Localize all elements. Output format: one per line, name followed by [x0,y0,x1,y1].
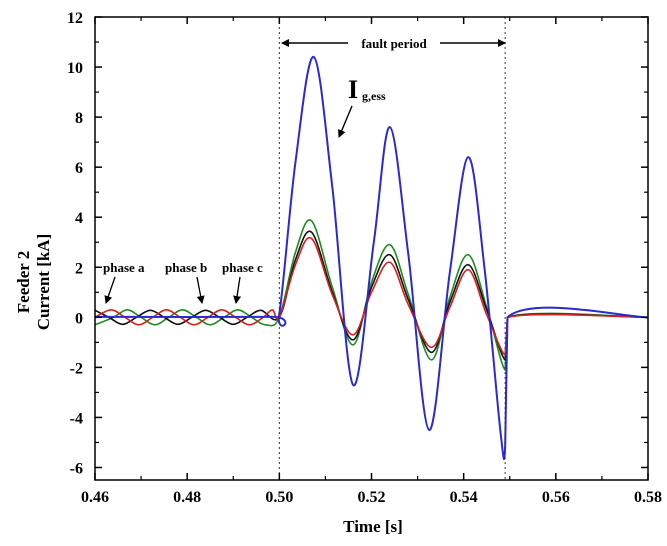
phase-a-arrow [104,276,116,304]
phase-b-label: phase b [165,260,207,275]
phase-c-label: phase c [222,260,263,275]
series-layer [94,56,649,461]
x-tick-label: 0.56 [542,489,570,506]
y-axis-ticks: -6 -4 -2 0 2 4 6 8 10 12 [67,10,648,477]
y-tick-label: 2 [75,260,83,277]
series-line-2 [94,230,649,361]
x-tick-label: 0.46 [81,489,109,506]
y-tick-label: -4 [70,410,83,427]
x-tick-label: 0.52 [358,489,386,506]
y-axis-title-line2: Current [kA] [34,234,53,330]
fault-boundary-lines [278,17,506,480]
y-tick-label: 8 [75,110,83,127]
y-tick-label: -2 [70,360,83,377]
y-axis-title-line1: Feeder 2 [14,251,33,313]
phase-annotations: phase a phase b phase c [103,260,263,304]
x-tick-label: 0.50 [265,489,293,506]
ig-ess-arrow [338,105,353,138]
series-line-1 [94,219,649,372]
ig-ess-label-main: I [348,75,358,104]
series-line-0 [94,56,649,461]
phase-b-arrow [196,276,205,304]
y-tick-label: 4 [75,210,83,227]
x-tick-label: 0.48 [173,489,201,506]
ig-ess-label-sub: g,ess [362,89,386,103]
phase-a-label: phase a [103,260,145,275]
x-axis-ticks: 0.46 0.48 0.50 0.52 0.54 0.56 0.58 [81,17,662,506]
fault-period-annotation: fault period [281,34,506,52]
phase-c-arrow [233,276,242,304]
fault-period-label: fault period [361,36,427,51]
x-tick-label: 0.54 [450,489,478,506]
x-tick-label: 0.58 [634,489,662,506]
x-axis-title: Time [s] [343,517,403,536]
y-tick-label: 6 [75,160,83,177]
plot-frame [94,16,649,481]
series-line-3 [94,236,649,356]
y-tick-label: 0 [75,310,83,327]
fault-period-label-bg [348,34,440,52]
y-tick-label: 10 [67,60,83,77]
y-tick-label: -6 [70,460,83,477]
ig-ess-annotation: I g,ess [338,75,386,138]
y-tick-label: 12 [67,10,83,27]
